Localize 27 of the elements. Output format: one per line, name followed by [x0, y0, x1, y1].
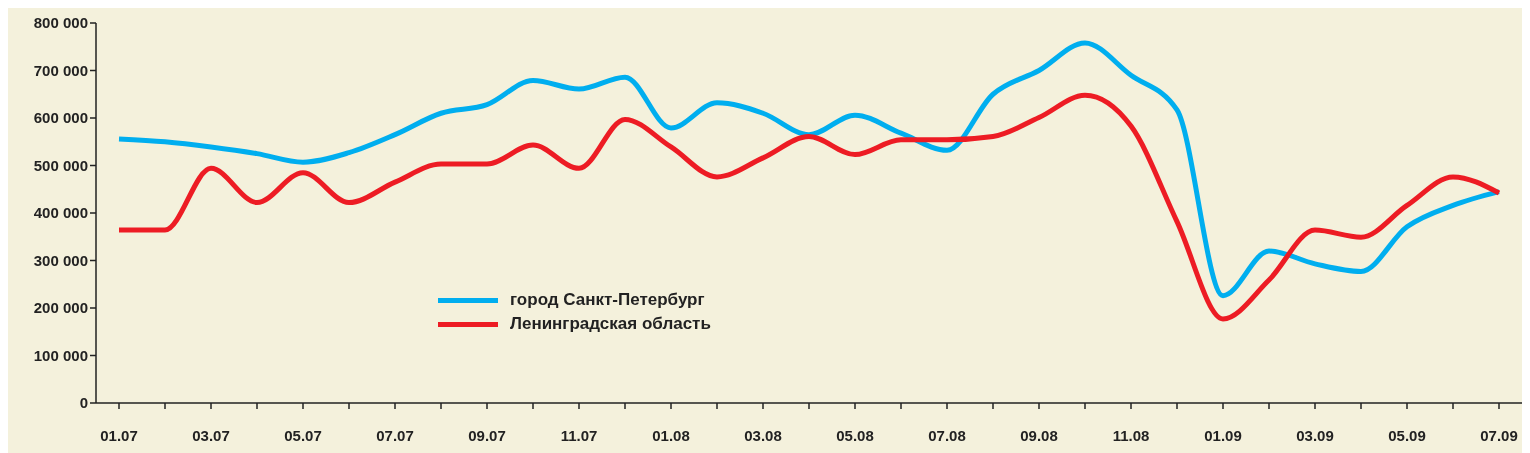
- x-tick-label: 07.07: [376, 427, 414, 444]
- x-tick-label: 01.07: [100, 427, 138, 444]
- y-tick-label: 100 000: [33, 346, 88, 364]
- x-tick-label: 07.08: [928, 427, 966, 444]
- y-tick-label: 400 000: [33, 204, 88, 222]
- x-tick-label: 05.09: [1388, 427, 1426, 444]
- y-tick-label: 700 000: [33, 61, 88, 79]
- y-tick-label: 200 000: [33, 299, 88, 317]
- x-tick-label: 03.07: [192, 427, 230, 444]
- legend-label: город Санкт-Петербург: [510, 290, 705, 310]
- y-tick-label: 500 000: [33, 156, 88, 174]
- x-tick-label: 05.08: [836, 427, 874, 444]
- y-tick-label: 600 000: [33, 109, 88, 127]
- y-tick-label: 0: [79, 394, 88, 412]
- x-tick-label: 11.07: [560, 427, 598, 444]
- x-tick-label: 03.08: [744, 427, 782, 444]
- x-tick-label: 05.07: [284, 427, 322, 444]
- x-tick-label: 09.08: [1020, 427, 1058, 444]
- y-tick-label: 300 000: [33, 251, 88, 269]
- x-tick-label: 01.09: [1204, 427, 1242, 444]
- y-tick-label: 800 000: [33, 14, 88, 32]
- x-tick-label: 11.08: [1112, 427, 1150, 444]
- x-tick-label: 07.09: [1480, 427, 1518, 444]
- x-tick-label: 09.07: [468, 427, 506, 444]
- x-tick-label: 01.08: [652, 427, 690, 444]
- legend-label: Ленинградская область: [510, 314, 711, 334]
- x-tick-label: 03.09: [1296, 427, 1334, 444]
